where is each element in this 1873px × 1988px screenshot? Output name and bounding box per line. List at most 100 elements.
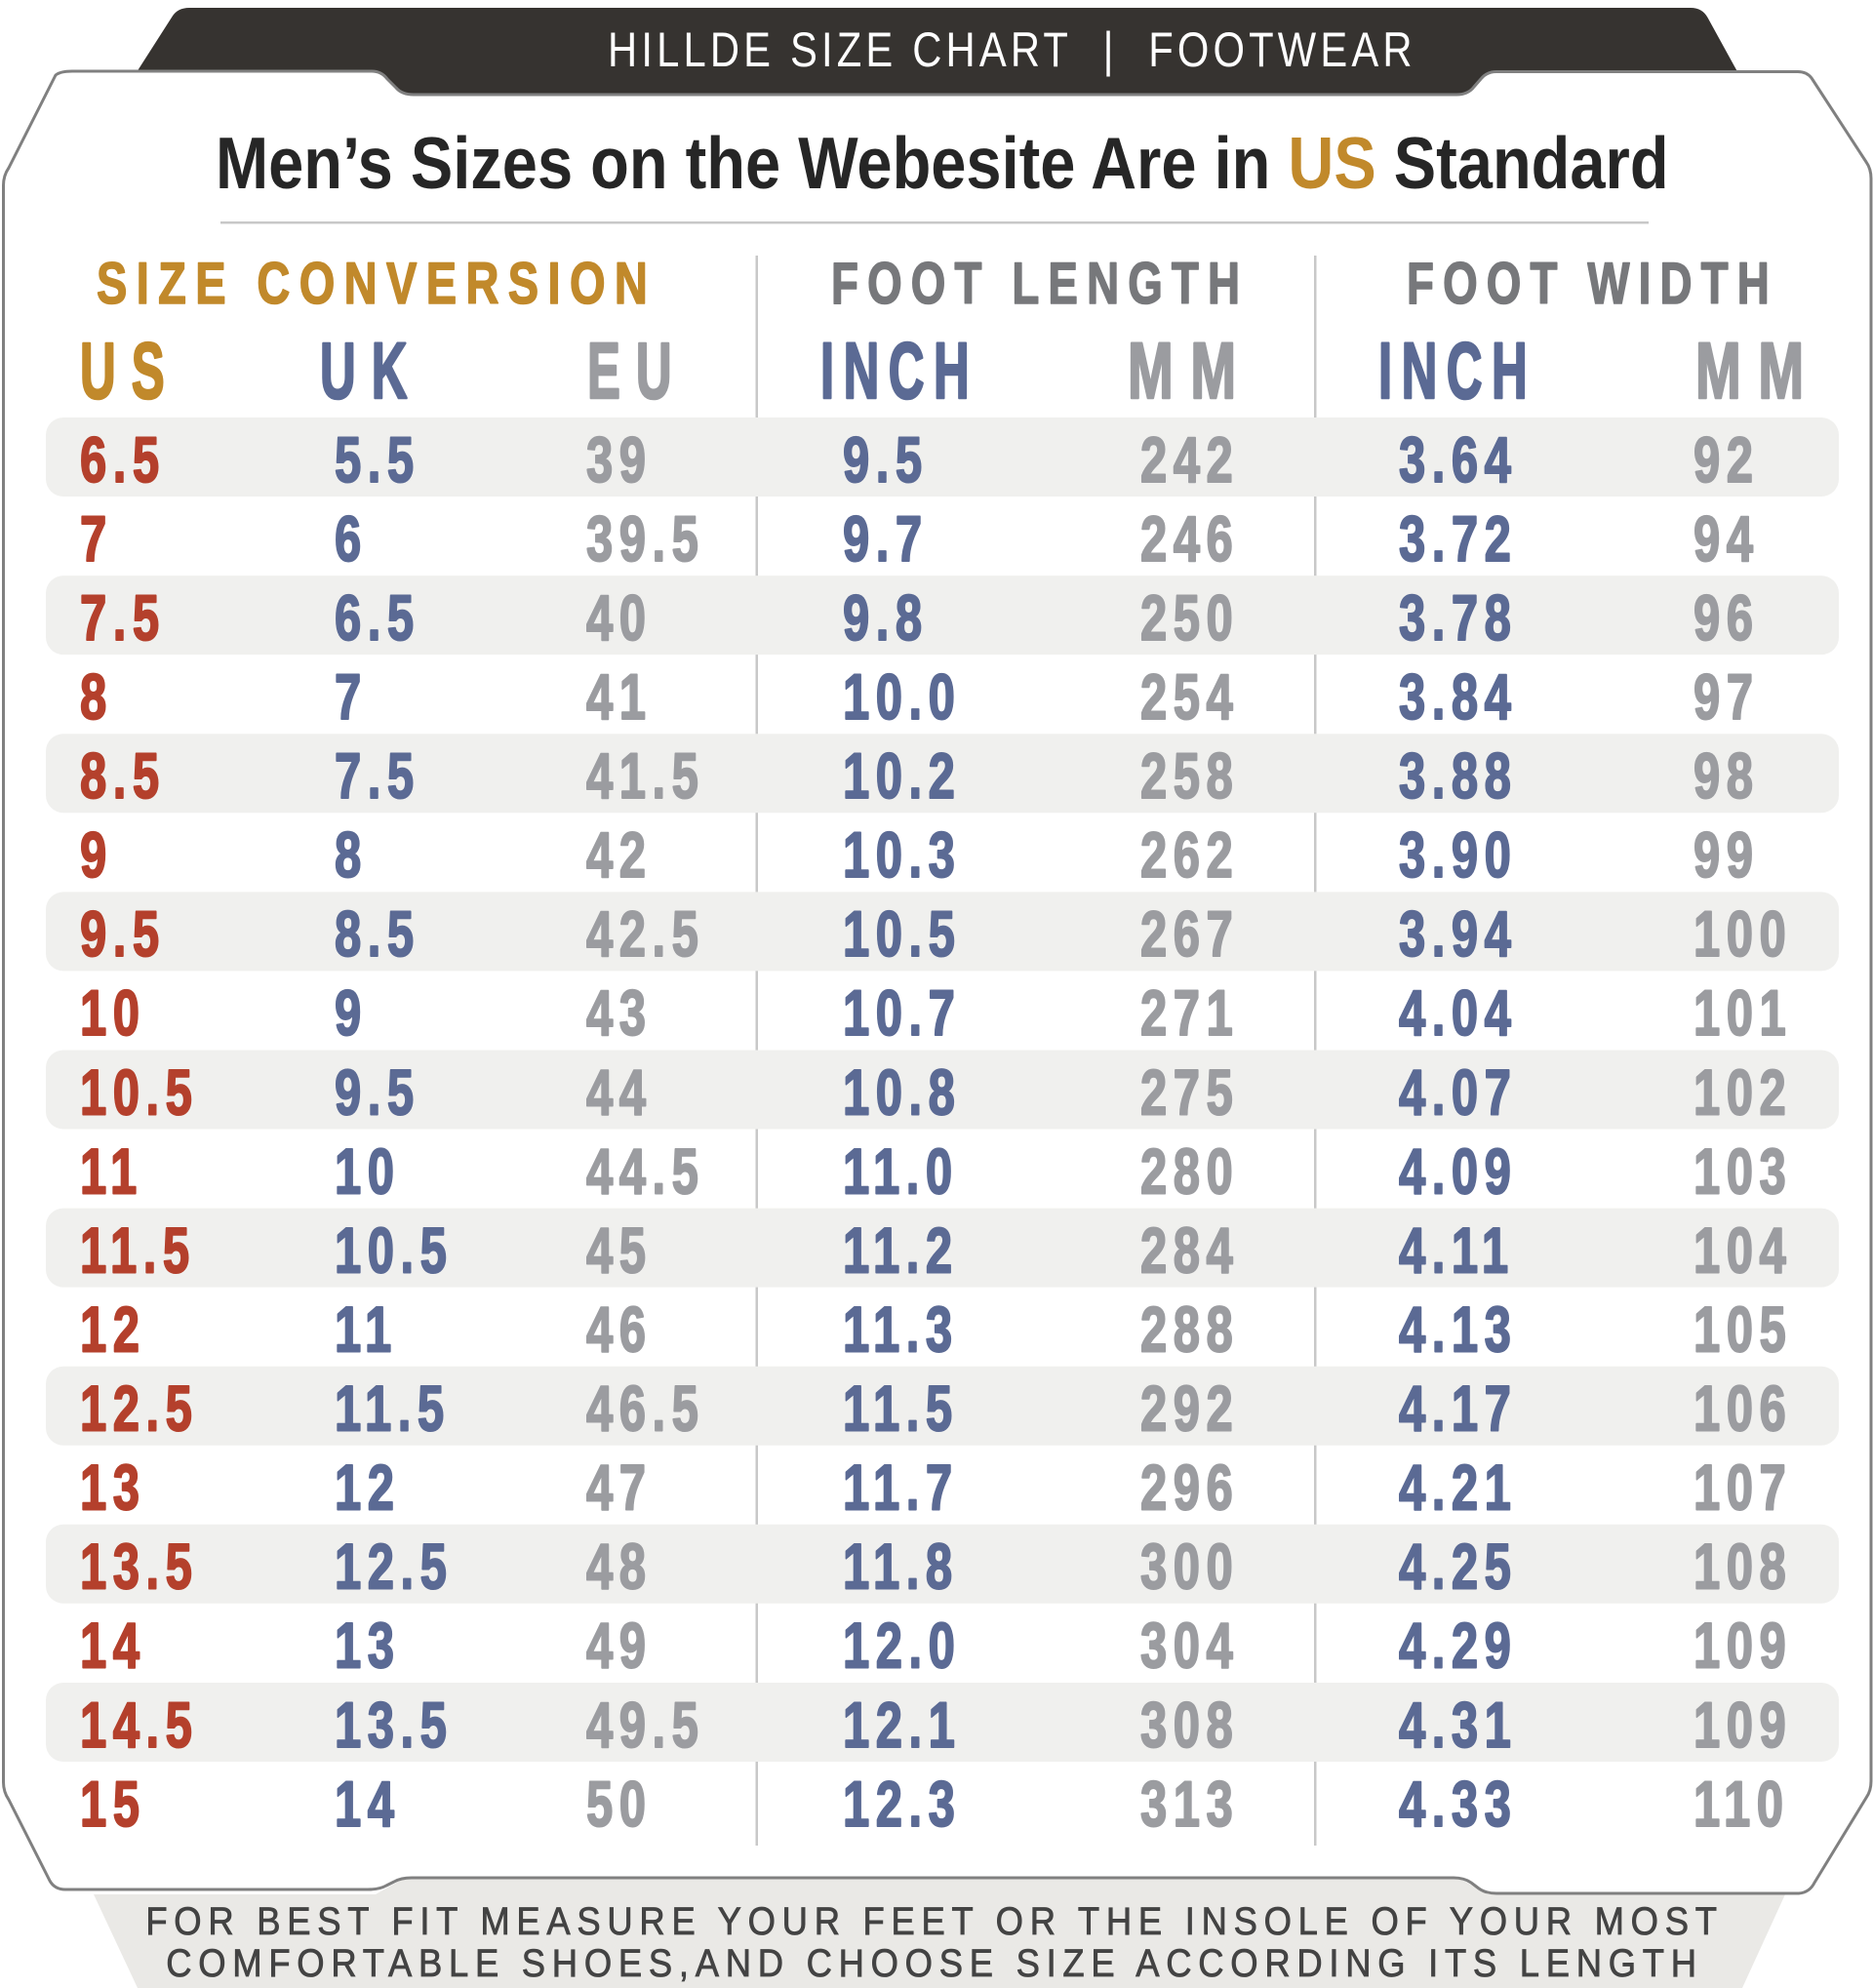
svg-text:12: 12 (335, 1452, 400, 1525)
svg-text:US: US (80, 327, 180, 416)
svg-text:7: 7 (80, 503, 113, 576)
svg-text:12: 12 (80, 1294, 145, 1367)
svg-text:7: 7 (335, 661, 368, 734)
svg-text:9.7: 9.7 (843, 503, 929, 576)
svg-text:39: 39 (586, 424, 652, 497)
svg-text:4.31: 4.31 (1399, 1690, 1517, 1762)
svg-text:4.29: 4.29 (1399, 1610, 1517, 1683)
svg-text:UK: UK (320, 327, 422, 416)
svg-text:99: 99 (1694, 819, 1759, 892)
svg-text:300: 300 (1140, 1531, 1239, 1604)
svg-text:9.8: 9.8 (843, 582, 929, 655)
svg-text:FOOT LENGTH: FOOT LENGTH (831, 252, 1249, 316)
svg-text:INCH: INCH (820, 327, 978, 416)
svg-text:9: 9 (335, 977, 368, 1050)
svg-text:10.7: 10.7 (843, 977, 961, 1050)
svg-text:10.0: 10.0 (843, 661, 961, 734)
svg-text:13: 13 (335, 1610, 400, 1683)
svg-text:10.5: 10.5 (335, 1214, 453, 1287)
svg-text:3.90: 3.90 (1399, 819, 1517, 892)
svg-text:4.11: 4.11 (1399, 1214, 1515, 1287)
svg-text:MM: MM (1128, 325, 1254, 415)
svg-text:4.09: 4.09 (1399, 1135, 1517, 1208)
svg-text:EU: EU (587, 327, 688, 416)
svg-text:12.5: 12.5 (335, 1531, 453, 1604)
svg-text:44.5: 44.5 (586, 1135, 704, 1208)
svg-text:10.8: 10.8 (843, 1056, 961, 1129)
svg-text:267: 267 (1140, 898, 1239, 971)
svg-text:284: 284 (1140, 1214, 1239, 1287)
svg-text:49: 49 (586, 1610, 652, 1683)
svg-text:11: 11 (335, 1294, 398, 1367)
svg-text:50: 50 (586, 1769, 652, 1841)
svg-text:280: 280 (1140, 1135, 1239, 1208)
svg-text:101: 101 (1694, 977, 1792, 1050)
svg-text:12.3: 12.3 (843, 1769, 961, 1841)
svg-text:11.2: 11.2 (843, 1214, 959, 1287)
svg-text:10.5: 10.5 (80, 1056, 198, 1129)
svg-text:15: 15 (80, 1769, 145, 1841)
svg-text:40: 40 (586, 582, 652, 655)
svg-text:9: 9 (80, 819, 113, 892)
svg-text:4.17: 4.17 (1399, 1373, 1517, 1446)
svg-text:4.25: 4.25 (1399, 1531, 1517, 1604)
svg-text:11.0: 11.0 (843, 1135, 959, 1208)
svg-text:3.72: 3.72 (1399, 503, 1517, 576)
svg-text:313: 313 (1140, 1769, 1239, 1841)
svg-text:4.04: 4.04 (1399, 977, 1517, 1050)
svg-text:292: 292 (1140, 1373, 1239, 1446)
svg-text:3.64: 3.64 (1399, 424, 1517, 497)
svg-text:94: 94 (1694, 503, 1759, 576)
svg-text:108: 108 (1694, 1531, 1792, 1604)
svg-text:258: 258 (1140, 740, 1239, 813)
svg-text:11.7: 11.7 (843, 1452, 959, 1525)
svg-text:10: 10 (80, 977, 145, 1050)
svg-text:11.3: 11.3 (843, 1294, 959, 1367)
svg-text:105: 105 (1694, 1294, 1792, 1367)
svg-text:308: 308 (1140, 1690, 1239, 1762)
svg-text:14: 14 (80, 1610, 145, 1683)
svg-text:11.5: 11.5 (843, 1373, 959, 1446)
svg-text:8: 8 (80, 661, 113, 734)
svg-text:12.0: 12.0 (843, 1610, 961, 1683)
svg-text:10.3: 10.3 (843, 819, 961, 892)
svg-text:FOR BEST FIT MEASURE YOUR FEET: FOR BEST FIT MEASURE YOUR FEET OR THE IN… (145, 1899, 1723, 1943)
svg-text:3.94: 3.94 (1399, 898, 1517, 971)
svg-text:262: 262 (1140, 819, 1239, 892)
svg-text:HILLDE SIZE CHART | FOOTWEAR: HILLDE SIZE CHART | FOOTWEAR (608, 21, 1416, 76)
svg-text:9.5: 9.5 (80, 898, 166, 971)
svg-text:47: 47 (586, 1452, 652, 1525)
svg-text:96: 96 (1694, 582, 1759, 655)
svg-text:41: 41 (586, 661, 652, 734)
svg-text:11.5: 11.5 (335, 1373, 451, 1446)
svg-text:3.78: 3.78 (1399, 582, 1517, 655)
svg-text:SIZE CONVERSION: SIZE CONVERSION (97, 252, 657, 317)
svg-text:43: 43 (586, 977, 652, 1050)
svg-text:14: 14 (335, 1769, 400, 1841)
svg-text:10: 10 (335, 1135, 400, 1208)
svg-text:271: 271 (1140, 977, 1239, 1050)
svg-text:42: 42 (586, 819, 652, 892)
svg-text:102: 102 (1694, 1056, 1792, 1129)
svg-text:97: 97 (1694, 661, 1759, 734)
svg-text:11.8: 11.8 (843, 1531, 959, 1604)
svg-text:250: 250 (1140, 582, 1239, 655)
svg-text:8.5: 8.5 (80, 740, 166, 813)
svg-text:45: 45 (586, 1214, 652, 1287)
svg-text:12.1: 12.1 (843, 1690, 961, 1762)
svg-text:107: 107 (1694, 1452, 1792, 1525)
svg-text:41.5: 41.5 (586, 740, 704, 813)
svg-text:49.5: 49.5 (586, 1690, 704, 1762)
svg-text:4.21: 4.21 (1399, 1452, 1517, 1525)
svg-text:6.5: 6.5 (80, 424, 166, 497)
svg-text:9.5: 9.5 (335, 1056, 420, 1129)
svg-text:7.5: 7.5 (335, 740, 420, 813)
svg-text:FOOT WIDTH: FOOT WIDTH (1407, 252, 1778, 316)
svg-text:242: 242 (1140, 424, 1239, 497)
svg-text:3.84: 3.84 (1399, 661, 1517, 734)
svg-text:Men’s Sizes on the Webesite Ar: Men’s Sizes on the Webesite Are in US St… (216, 122, 1669, 204)
svg-text:103: 103 (1694, 1135, 1792, 1208)
svg-text:8.5: 8.5 (335, 898, 420, 971)
svg-text:46.5: 46.5 (586, 1373, 704, 1446)
svg-text:6.5: 6.5 (335, 582, 420, 655)
